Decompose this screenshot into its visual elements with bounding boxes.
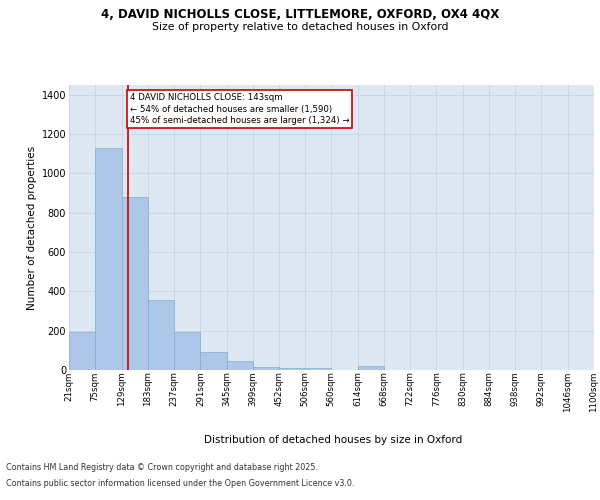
Bar [358, 366, 384, 370]
Bar [174, 332, 200, 370]
Text: Distribution of detached houses by size in Oxford: Distribution of detached houses by size … [204, 435, 462, 445]
Text: 4 DAVID NICHOLLS CLOSE: 143sqm
← 54% of detached houses are smaller (1,590)
45% : 4 DAVID NICHOLLS CLOSE: 143sqm ← 54% of … [130, 93, 349, 126]
Text: 4, DAVID NICHOLLS CLOSE, LITTLEMORE, OXFORD, OX4 4QX: 4, DAVID NICHOLLS CLOSE, LITTLEMORE, OXF… [101, 8, 499, 20]
Text: Contains HM Land Registry data © Crown copyright and database right 2025.: Contains HM Land Registry data © Crown c… [6, 464, 318, 472]
Bar [200, 352, 227, 370]
Text: Size of property relative to detached houses in Oxford: Size of property relative to detached ho… [152, 22, 448, 32]
Bar [95, 148, 122, 370]
Y-axis label: Number of detached properties: Number of detached properties [28, 146, 37, 310]
Bar [69, 332, 95, 370]
Bar [148, 300, 174, 370]
Text: Contains public sector information licensed under the Open Government Licence v3: Contains public sector information licen… [6, 478, 355, 488]
Bar [253, 367, 279, 370]
Bar [305, 368, 331, 370]
Bar [279, 368, 305, 370]
Bar [122, 197, 148, 370]
Bar [227, 361, 253, 370]
